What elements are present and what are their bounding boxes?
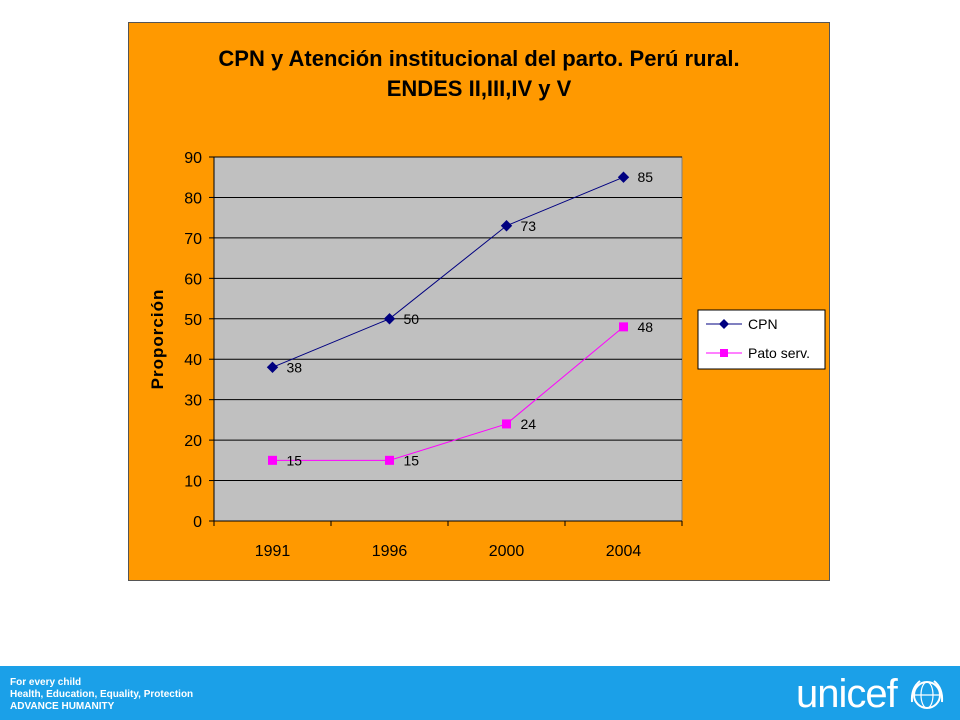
- data-label: 38: [287, 359, 303, 375]
- legend-marker-cpn: [719, 319, 729, 329]
- data-point-pato-serv: [502, 419, 511, 429]
- y-tick-label: 70: [184, 231, 202, 248]
- footer-line-1: For every child: [10, 677, 82, 688]
- unicef-logo: unicef: [796, 672, 956, 716]
- y-tick-label: 40: [184, 352, 202, 369]
- y-tick-label: 30: [184, 393, 202, 410]
- data-point-pato-serv: [619, 322, 628, 332]
- y-tick-label: 20: [184, 433, 202, 450]
- y-tick-label: 60: [184, 271, 202, 288]
- data-label: 85: [638, 169, 654, 185]
- chart-title-line-2: ENDES II,III,IV y V: [386, 76, 572, 101]
- unicef-emblem-icon: [910, 680, 944, 709]
- data-label: 15: [287, 452, 303, 468]
- y-tick-label: 0: [193, 514, 202, 531]
- data-point-cpn: [266, 361, 279, 374]
- data-label: 15: [404, 452, 420, 468]
- y-tick-label: 80: [184, 190, 202, 207]
- legend-marker-pato-serv: [720, 349, 728, 357]
- unicef-wordmark: unicef: [796, 672, 898, 716]
- footer-bar: [0, 666, 960, 720]
- data-label: 24: [521, 416, 537, 432]
- chart-title: CPN y Atención institucional del parto. …: [128, 44, 830, 104]
- data-label: 50: [404, 311, 420, 327]
- data-point-pato-serv: [385, 455, 394, 465]
- legend-box: [697, 309, 826, 370]
- footer-line-2: Health, Education, Equality, Protection: [10, 689, 194, 700]
- y-axis-title: Proporción: [148, 289, 167, 390]
- data-point-pato-serv: [268, 455, 277, 465]
- y-tick-label: 50: [184, 312, 202, 329]
- chart-title-line-1: CPN y Atención institucional del parto. …: [218, 46, 740, 71]
- legend-label: CPN: [748, 316, 778, 332]
- x-tick-label: 1991: [255, 543, 291, 560]
- data-label: 73: [521, 218, 537, 234]
- x-tick-label: 2004: [606, 543, 642, 560]
- series-line-pato-serv: [272, 326, 624, 461]
- plot-area: [213, 156, 683, 522]
- data-point-cpn: [383, 313, 396, 325]
- legend-label: Pato serv.: [748, 345, 810, 361]
- series-line-cpn: [272, 176, 624, 368]
- x-tick-label: 2000: [489, 543, 525, 560]
- data-point-cpn: [500, 220, 513, 232]
- data-label: 48: [638, 319, 654, 335]
- footer-slogan: For every child Health, Education, Equal…: [10, 677, 193, 713]
- x-tick-label: 1996: [372, 543, 408, 560]
- y-tick-label: 90: [184, 150, 202, 167]
- footer-line-3: ADVANCE HUMANITY: [10, 701, 115, 712]
- data-point-cpn: [617, 171, 630, 183]
- y-tick-label: 10: [184, 474, 202, 491]
